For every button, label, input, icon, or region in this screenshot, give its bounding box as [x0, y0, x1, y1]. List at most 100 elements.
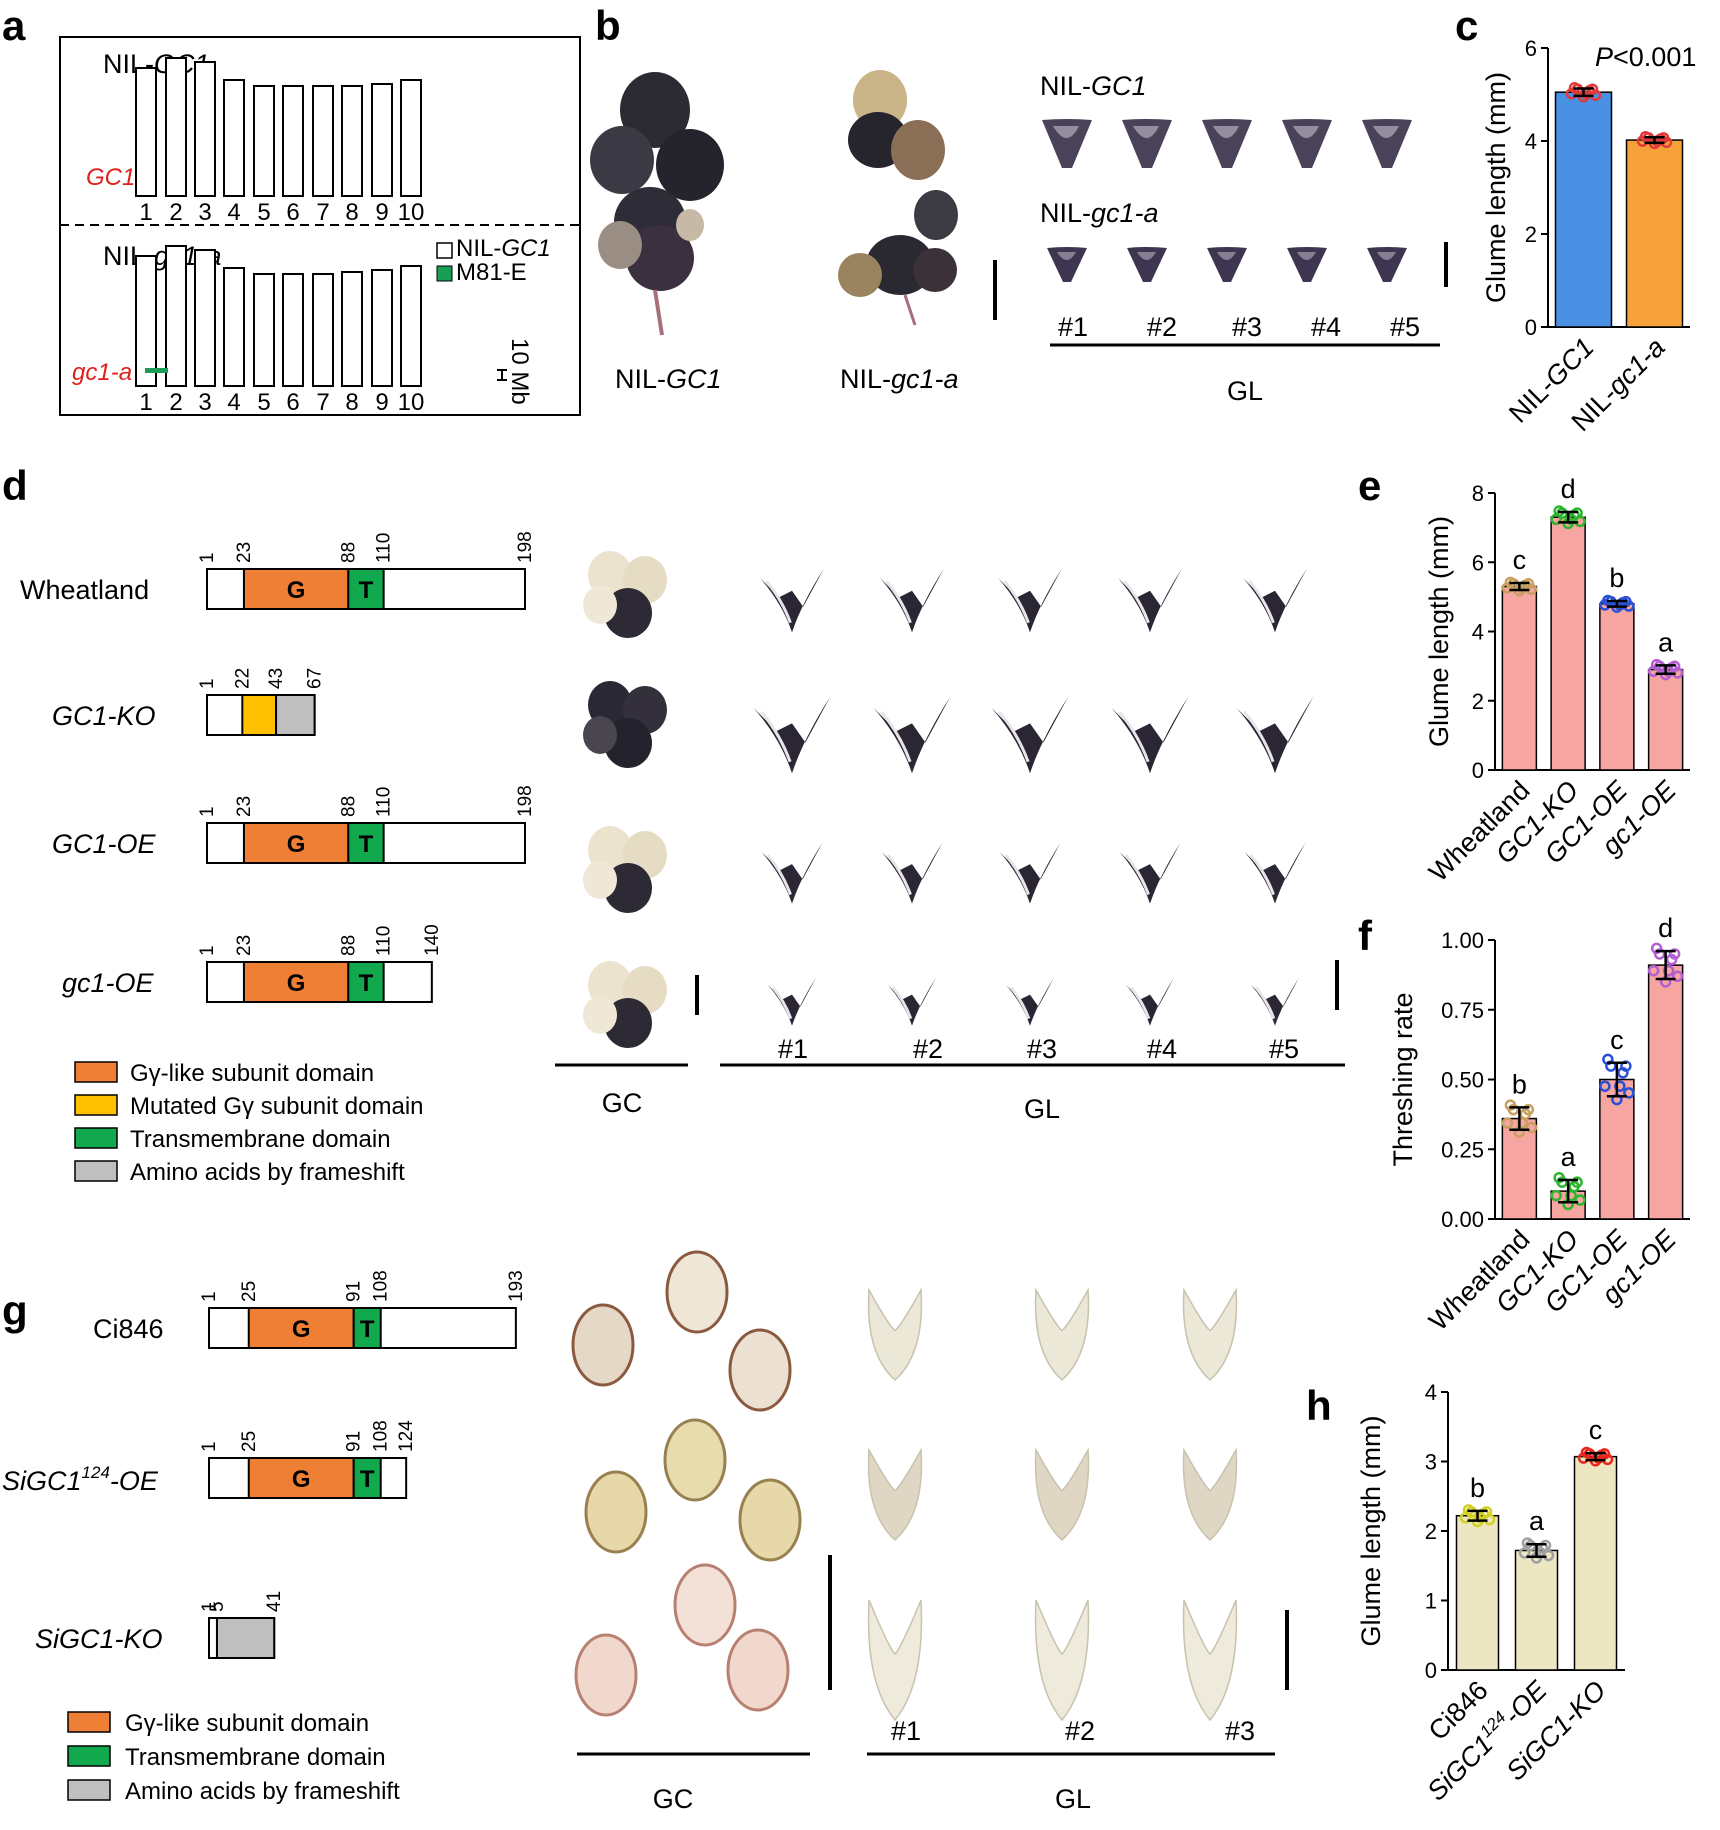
- chromosome-top-2: [165, 57, 187, 197]
- bar: [1599, 603, 1635, 771]
- chromosome-number-bottom: 5: [257, 389, 270, 416]
- sample-label-d: #3: [1027, 1034, 1057, 1064]
- y-tick-label: 2: [1472, 689, 1484, 714]
- residue-tick: 110: [374, 787, 395, 817]
- chromosome-bottom-3: [194, 249, 216, 387]
- residue-tick: 67: [305, 668, 326, 689]
- legend-m81-swatch: [436, 265, 453, 282]
- gl-photo: [1034, 1447, 1090, 1542]
- legend-label: Amino acids by frameshift: [130, 1159, 405, 1186]
- gamma-domain-label: G: [287, 831, 306, 858]
- gl-photo: [1182, 1599, 1238, 1722]
- gl-photo: [880, 568, 944, 633]
- scale-label: 10 Mb: [506, 338, 533, 405]
- construct-name: Wheatland: [20, 575, 149, 605]
- significance-letter: c: [1610, 1025, 1624, 1055]
- chromosome-number-bottom: 1: [139, 389, 152, 416]
- legend-swatch: [74, 1094, 118, 1116]
- significance-letter: c: [1589, 1415, 1603, 1445]
- construct-name: gc1-OE: [62, 968, 155, 998]
- panel-a: NIL-GC1 GC1 NIL-gc1-a gc1-a 12345678910 …: [59, 36, 581, 416]
- data-point: [1553, 1171, 1565, 1184]
- y-tick-label: 6: [1525, 36, 1537, 61]
- chromosome-number-bottom: 3: [198, 389, 211, 416]
- data-point: [1614, 1080, 1626, 1092]
- sample-label-b: #1: [1058, 312, 1088, 342]
- glume-photo-nil-gc1: [1042, 119, 1092, 168]
- residue-tick: 88: [338, 935, 359, 956]
- y-tick-label: 0: [1525, 315, 1537, 340]
- chromosome-bottom-8: [341, 271, 363, 387]
- chromosome-number-bottom: 9: [375, 389, 388, 416]
- bar: [1625, 139, 1684, 328]
- y-tick-label: 6: [1472, 550, 1484, 575]
- chromosome-top-5: [253, 85, 275, 197]
- data-point: [1516, 1117, 1529, 1129]
- y-axis-label: Glume length (mm): [1481, 72, 1511, 303]
- gl-photo: [1034, 1287, 1090, 1382]
- frameshift-region: [275, 694, 316, 736]
- legend-g: Gγ-like subunit domain Transmembrane doma…: [67, 1710, 400, 1805]
- gc1a-locus-label: gc1-a: [72, 359, 132, 386]
- bar: [1550, 516, 1586, 771]
- data-point: [1504, 1099, 1517, 1111]
- gc-photo: [726, 1628, 790, 1712]
- construct-name: GC1-OE: [52, 829, 157, 859]
- gl-label-d: GL: [1024, 1094, 1060, 1124]
- sample-label-b: #5: [1390, 312, 1420, 342]
- data-point: [1550, 1189, 1562, 1202]
- construct-ci846: Ci846 G T 1 25 91 108 193: [93, 1270, 527, 1349]
- sample-label-d: #1: [778, 1034, 808, 1064]
- gl-photo: [753, 696, 831, 774]
- gl-photo: [881, 842, 943, 904]
- glume-photo-nil-gc1: [1282, 119, 1332, 168]
- gc-photo: [665, 1250, 729, 1334]
- y-tick-label: 2: [1525, 222, 1537, 247]
- tm-domain-label: T: [360, 1466, 375, 1493]
- gl-photo: [1251, 977, 1299, 1026]
- chromosome-top-1: [135, 67, 157, 197]
- sample-label-g: #3: [1225, 1716, 1255, 1746]
- data-point: [1668, 948, 1681, 960]
- y-tick-label: 0.25: [1441, 1137, 1484, 1162]
- chromosome-number-bottom: 6: [286, 389, 299, 416]
- chromosome-top-9: [371, 83, 393, 197]
- gc-photo: [584, 1470, 648, 1554]
- residue-tick: 23: [234, 935, 255, 956]
- residue-tick: 88: [338, 542, 359, 563]
- photos-g: [571, 1250, 1238, 1722]
- panicle-photo-nil-gc1: [590, 72, 724, 336]
- panel-letter-e: e: [1358, 462, 1381, 509]
- y-tick-label: 4: [1425, 1380, 1437, 1405]
- data-point: [1518, 1547, 1531, 1559]
- gl-photo: [873, 696, 951, 774]
- scale-bar: [497, 369, 507, 381]
- residue-tick: 1: [197, 806, 218, 817]
- data-point: [1647, 964, 1660, 977]
- chromosome-top-10: [400, 79, 422, 197]
- tm-domain: [347, 961, 385, 1003]
- residue-tick: 1: [197, 945, 218, 956]
- residue-tick: 41: [264, 1591, 285, 1612]
- panel-d: Wheatland G T 1 23 88 110 198 GC1-KO 1 22 43 67 GC1-O…: [20, 531, 1345, 1186]
- gc-photo: [574, 1633, 638, 1717]
- y-tick-label: 0: [1472, 758, 1484, 783]
- data-point: [1521, 1537, 1534, 1549]
- gl-photo: [1244, 842, 1306, 904]
- gamma-domain-label: G: [292, 1466, 311, 1493]
- sample-label-d: #5: [1269, 1034, 1299, 1064]
- residue-tick: 124: [396, 1420, 417, 1452]
- glume-photo-nil-gc1a: [1047, 247, 1087, 282]
- gamma-domain-label: G: [287, 970, 306, 997]
- gl-photo: [998, 568, 1062, 633]
- bar: [1554, 91, 1613, 328]
- data-point: [1525, 1121, 1538, 1134]
- glume-photo-nil-gc1a: [1287, 247, 1327, 282]
- gc-photo: [583, 961, 667, 1048]
- legend-swatch: [67, 1745, 111, 1767]
- y-tick-label: 3: [1425, 1450, 1437, 1475]
- bar: [1599, 1078, 1635, 1220]
- sample-label-g: #2: [1065, 1716, 1095, 1746]
- tm-domain-label: T: [359, 577, 374, 604]
